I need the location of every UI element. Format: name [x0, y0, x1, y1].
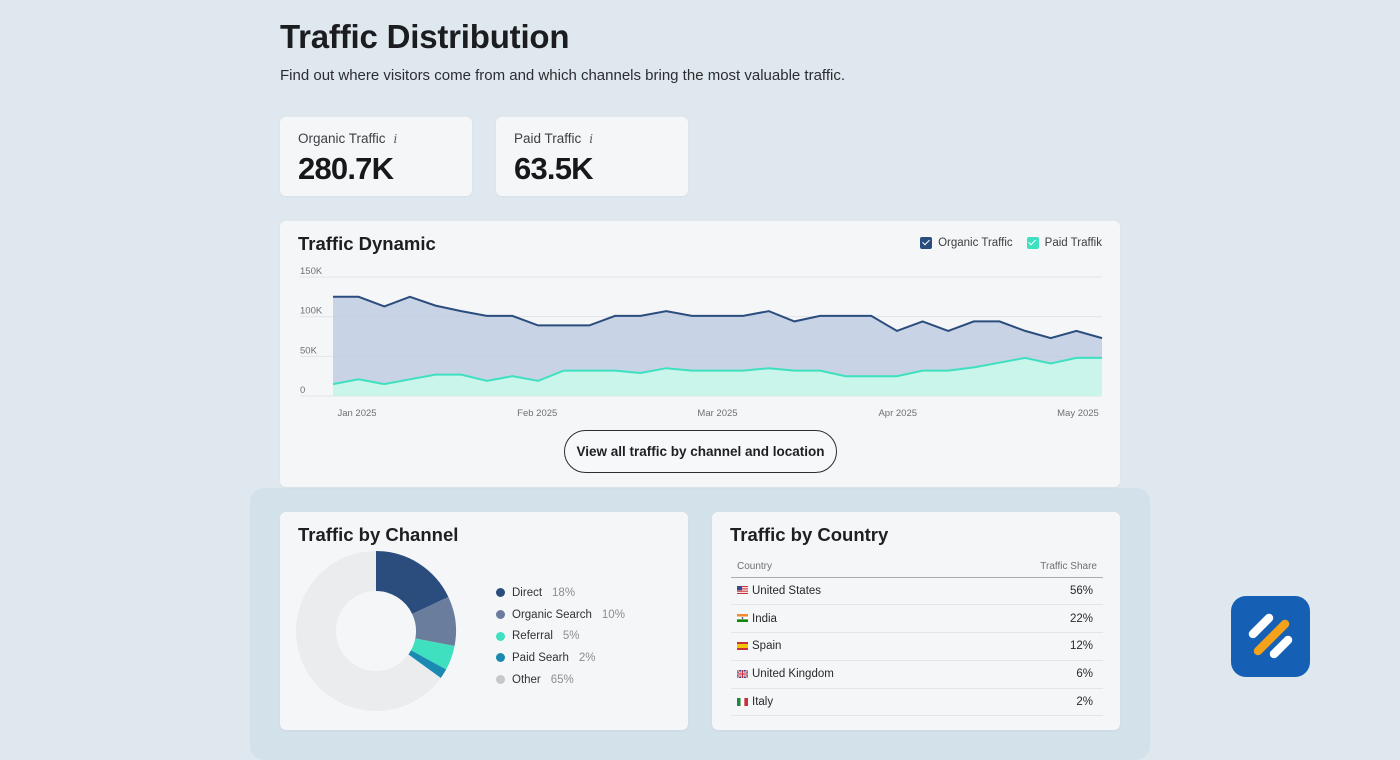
country-name: Spain — [752, 640, 782, 653]
traffic-dynamic-chart: 0 50K 100K 150K Jan 2025 Feb 2025 Mar 2025 Apr … — [300, 266, 1103, 419]
legend-pct: 18% — [552, 586, 576, 599]
it-flag-icon — [737, 697, 748, 706]
legend-label: Paid Traffik — [1044, 237, 1102, 249]
kpi-card-paid: Paid Traffic i 63.5K — [496, 117, 688, 196]
checkbox-checked-icon[interactable] — [920, 237, 933, 249]
page-subtitle: Find out where visitors come from and wh… — [280, 67, 845, 84]
legend-name: Other — [512, 673, 541, 686]
legend-dot — [496, 610, 505, 620]
donut-slice-referral[interactable] — [411, 638, 455, 670]
x-tick-label: Jan 2025 — [337, 408, 376, 419]
info-icon[interactable]: i — [393, 131, 398, 146]
kpi-label: Organic Traffic — [298, 131, 386, 146]
legend-dot — [496, 653, 505, 663]
kpi-value: 280.7K — [298, 151, 394, 186]
channel-title: Traffic by Channel — [298, 524, 459, 545]
country-share: 2% — [954, 688, 1103, 717]
country-share: 12% — [954, 632, 1103, 661]
table-row[interactable]: United Kingdom 6% — [731, 660, 1103, 689]
y-tick-label: 100K — [300, 306, 323, 317]
legend-pct: 65% — [550, 673, 574, 686]
view-all-traffic-button[interactable]: View all traffic by channel and location — [564, 430, 837, 473]
traffic-dynamic-title: Traffic Dynamic — [298, 233, 436, 254]
legend-item: Organic Search 10% — [496, 604, 625, 626]
table-header-row: Country Traffic Share — [731, 556, 1103, 578]
country-share: 6% — [954, 660, 1103, 689]
organic-series-line — [333, 295, 1103, 340]
country-share: 56% — [954, 577, 1103, 606]
in-flag-icon — [737, 614, 748, 623]
channel-legend: Direct 18% Organic Search 10% Referral 5% P… — [496, 582, 625, 690]
logo-stripes — [1248, 613, 1293, 659]
country-share: 22% — [954, 604, 1103, 634]
traffic-by-channel-card: Traffic by Channel Direct 18% Organic Sea… — [280, 512, 688, 730]
channel-donut-chart — [296, 551, 456, 711]
traffic-dynamic-card: 0 50K 100K 150K Jan 2025 Feb 2025 Mar 2025 Apr … — [280, 221, 1120, 487]
legend-paid[interactable]: Paid Traffik — [1026, 237, 1102, 249]
traffic-by-country-card: Traffic by Country Country Traffic Share… — [712, 512, 1120, 730]
legend-pct: 2% — [578, 651, 596, 664]
legend-name: Referral — [512, 630, 553, 643]
donut-slice-paid-searh[interactable] — [408, 650, 447, 679]
legend-dot — [496, 588, 505, 598]
kpi-value: 63.5K — [514, 151, 594, 186]
checkbox-checked-icon[interactable] — [1026, 237, 1039, 249]
y-tick-label: 50K — [300, 345, 318, 356]
country-name: United States — [752, 584, 822, 597]
table-row[interactable]: Spain 12% — [731, 632, 1103, 661]
paid-series-line — [332, 356, 1102, 386]
column-header-country[interactable]: Country — [731, 556, 954, 578]
country-title: Traffic by Country — [730, 524, 889, 545]
kpi-card-organic: Organic Traffic i 280.7K — [280, 117, 472, 196]
legend-item: Referral 5% — [496, 625, 625, 647]
legend-dot — [496, 631, 505, 641]
table-row[interactable]: India 22% — [731, 604, 1103, 634]
chart-legend: Organic Traffic Paid Traffik — [920, 237, 1102, 249]
column-header-share[interactable]: Traffic Share — [954, 556, 1103, 578]
legend-label: Organic Traffic — [938, 237, 1013, 249]
x-tick-label: Feb 2025 — [517, 408, 557, 419]
y-tick-label: 0 — [300, 385, 305, 396]
legend-dot — [496, 675, 505, 685]
x-tick-label: Mar 2025 — [697, 408, 737, 419]
table-row[interactable]: United States 56% — [731, 577, 1103, 606]
country-name: India — [752, 612, 777, 625]
x-tick-label: Apr 2025 — [878, 408, 917, 419]
kpi-label: Paid Traffic — [514, 131, 582, 146]
y-tick-label: 150K — [300, 266, 323, 277]
paid-series-area — [333, 357, 1102, 396]
info-icon[interactable]: i — [589, 131, 594, 146]
page-title: Traffic Distribution — [280, 18, 570, 55]
legend-item: Paid Searh 2% — [496, 647, 625, 669]
es-flag-icon — [737, 641, 748, 650]
legend-name: Direct — [512, 586, 543, 599]
country-name: United Kingdom — [752, 668, 834, 681]
legend-pct: 10% — [601, 608, 625, 621]
x-tick-label: May 2025 — [1057, 408, 1099, 419]
legend-pct: 5% — [562, 630, 580, 643]
donut-slice-other[interactable] — [296, 551, 441, 711]
app-logo-icon — [1231, 596, 1310, 677]
donut-slice-organic-search[interactable] — [412, 596, 456, 646]
legend-organic[interactable]: Organic Traffic — [920, 237, 1013, 249]
country-name: Italy — [752, 696, 774, 709]
legend-name: Organic Search — [512, 608, 592, 621]
country-table: Country Traffic Share United States 56% … — [731, 556, 1103, 717]
table-row[interactable]: Italy 2% — [731, 688, 1103, 717]
donut-slice-direct[interactable] — [376, 551, 449, 614]
us-flag-icon — [737, 586, 748, 595]
legend-item: Other 65% — [496, 669, 625, 691]
legend-item: Direct 18% — [496, 582, 625, 604]
legend-name: Paid Searh — [512, 651, 569, 664]
gb-flag-icon — [737, 669, 748, 678]
